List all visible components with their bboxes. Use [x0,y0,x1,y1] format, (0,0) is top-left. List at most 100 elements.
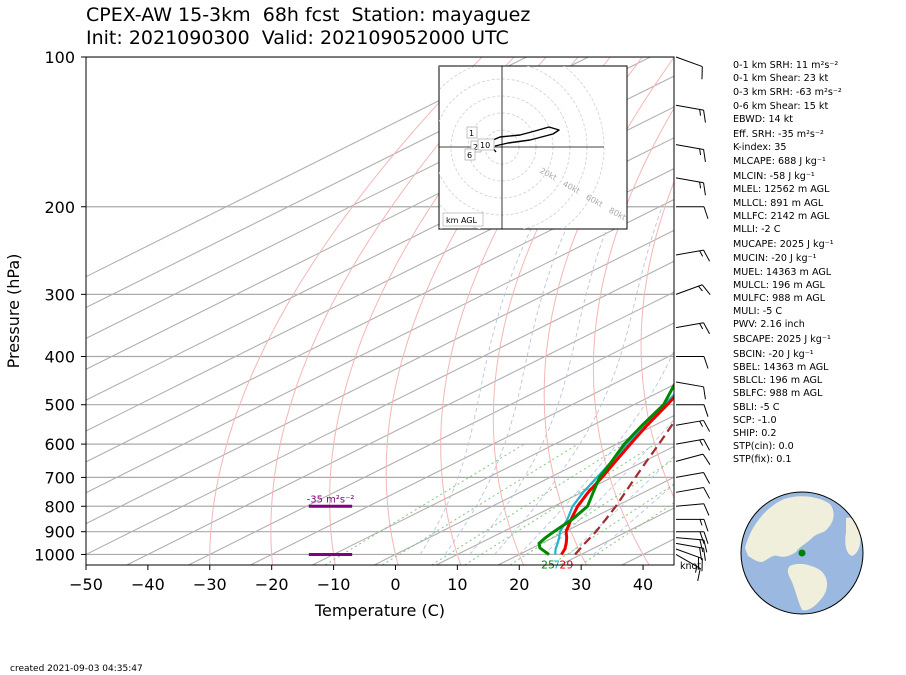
moist-adiabat [494,206,663,555]
wind-barb [675,486,711,499]
isotherm [126,291,674,565]
barb-unit-label: knot [680,561,701,572]
dry-adiabat [440,57,611,565]
location-globe [740,491,864,615]
virtual-temperature-profile [554,393,674,555]
x-tick-label: 10 [447,575,467,594]
wind-barb [675,177,706,196]
x-tick-label: −50 [69,575,103,594]
isotherm [86,137,674,432]
mixing-ratio-line [324,443,525,565]
mixing-ratio-line [382,443,579,565]
parameter-line: SBCIN: -20 J kg⁻¹ [733,348,814,360]
wind-barb [675,284,711,295]
wind-barb [675,249,711,262]
isotherm [312,384,674,565]
moist-adiabat [568,455,674,555]
parameter-line: MLLFC: 2142 m AGL [733,210,830,222]
parameter-line: MUCAPE: 2025 J kg⁻¹ [733,238,834,250]
chart-title: CPEX-AW 15-3km 68h fcst Station: mayague… [86,4,531,26]
parameter-line: PWV: 2.16 inch [733,319,805,331]
dry-adiabat [385,57,579,565]
isotherm [86,229,674,525]
station-marker [798,549,806,557]
y-tick-label: 500 [44,396,75,415]
parameter-line: SCP: -1.0 [733,414,777,426]
wind-barb [675,548,703,572]
dry-adiabat [270,57,515,565]
isotherm [86,198,674,494]
wind-barb [675,419,711,432]
y-tick-label: 900 [44,523,75,542]
parameter-line: MUCIN: -20 J kg⁻¹ [733,253,817,265]
sounding-parameters: 0-1 km SRH: 11 m²s⁻² 0-1 km Shear: 23 kt 0… [733,57,842,467]
moist-adiabat [518,349,674,555]
parameter-line: EBWD: 14 kt [733,113,794,125]
isotherm [86,106,674,401]
wind-barb [676,518,709,532]
globe-outline [740,491,864,615]
parameter-line: MUEL: 14363 m AGL [733,266,832,278]
wind-barb [675,472,711,484]
parameter-line: STP(fix): 0.1 [733,454,792,466]
y-tick-label: 600 [44,435,75,454]
dewpoint-profile [537,382,674,556]
wind-barb [676,206,709,219]
parameter-line: SBLFC: 988 m AGL [733,388,823,400]
hodograph-height-label: 2 [473,143,478,152]
srh-annotation: -35 m²s⁻² [307,494,355,505]
y-tick-label: 400 [44,348,75,367]
wind-barb [675,542,706,561]
x-tick-label: 30 [571,575,591,594]
parameter-line: K-index: 35 [733,141,787,153]
wind-barb [675,453,711,465]
wind-barb [675,322,711,335]
x-tick-label: −10 [317,575,351,594]
x-tick-label: −30 [193,575,227,594]
y-tick-label: 200 [44,198,75,217]
dry-adiabat [492,57,643,565]
parameter-line: SHIP: 0.2 [733,427,777,439]
isotherm [374,414,674,565]
isotherm [188,322,674,565]
parameter-line: MULCL: 196 m AGL [733,279,825,291]
y-axis-label: Pressure (hPa) [4,254,23,369]
wind-barb [675,438,711,451]
globe-land [745,496,861,611]
hodograph-legend-box [442,212,484,227]
parameter-line: Eff. SRH: -35 m²s⁻² [733,128,824,140]
parameter-line: SBLCL: 196 m AGL [733,375,823,387]
parameter-line: 0-3 km SRH: -63 m²s⁻² [733,87,842,99]
wind-barb [675,503,710,516]
wind-barb [675,104,706,123]
x-tick-label: −40 [131,575,165,594]
dry-adiabat [859,57,906,565]
hodograph-height-label: 1 [469,129,474,138]
parameter-line: MLCAPE: 688 J kg⁻¹ [733,156,826,168]
isotherm [86,57,527,278]
parameter-line: SBLI: -5 C [733,401,780,413]
y-tick-label: 1000 [34,545,75,564]
parameter-line: MULFC: 988 m AGL [733,292,826,304]
parameter-line: SBCAPE: 2025 J kg⁻¹ [733,334,831,346]
moist-adiabat [444,206,577,555]
dry-adiabat [209,57,483,565]
moist-adiabat [543,418,674,555]
parameter-line: MLCIN: -58 J kg⁻¹ [733,171,815,183]
y-tick-label: 100 [44,48,75,67]
wind-barb [676,404,709,417]
isotherm [86,168,674,463]
chart-subtitle: Init: 2021090300 Valid: 202109052000 UTC [86,27,509,49]
mixing-ratio-line [509,458,674,565]
hodograph-height-label: 10 [480,141,490,150]
temperature-profile [560,395,674,556]
isotherm [497,476,674,565]
parameter-line: STP(cin): 0.0 [733,441,794,453]
y-tick-label: 700 [44,468,75,487]
parameter-line: MLLCL: 891 m AGL [733,197,824,209]
wind-barb [675,56,703,80]
moist-adiabat [419,206,543,555]
parcel-profile [574,420,674,556]
